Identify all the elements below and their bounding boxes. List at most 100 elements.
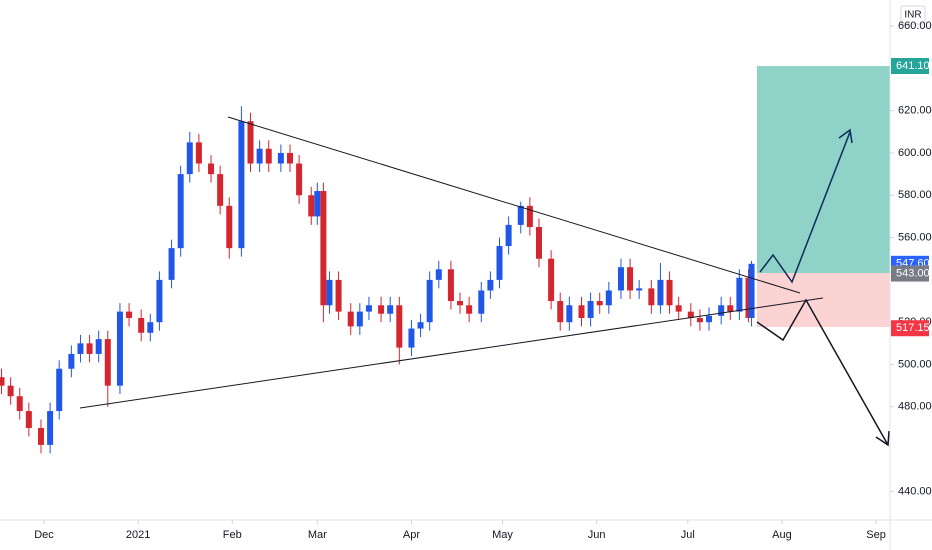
x-tick-label: Aug bbox=[772, 529, 792, 541]
y-tick-label: 660.00 bbox=[898, 20, 932, 32]
candle-body bbox=[56, 368, 63, 412]
candle-body bbox=[736, 277, 743, 312]
x-tick-label: May bbox=[492, 529, 513, 541]
bear-arrow bbox=[756, 298, 889, 446]
candle-body bbox=[138, 317, 145, 333]
y-tick-label: 440.00 bbox=[898, 485, 932, 497]
candle-body bbox=[745, 277, 752, 318]
candle-body bbox=[365, 305, 372, 312]
y-tick-label: 620.00 bbox=[898, 105, 932, 117]
candle-body bbox=[326, 279, 333, 306]
candle-body bbox=[548, 258, 555, 302]
candle-body bbox=[247, 121, 254, 164]
candle-body bbox=[417, 322, 424, 329]
candle-body bbox=[314, 191, 321, 217]
candle-body bbox=[496, 246, 503, 280]
candle-body bbox=[478, 290, 485, 314]
candle-body bbox=[505, 224, 512, 247]
candle-body bbox=[126, 311, 133, 318]
x-tick-label: Feb bbox=[223, 529, 242, 541]
lower-trendline bbox=[79, 297, 824, 409]
candle-body bbox=[217, 174, 224, 206]
bear-arrowhead bbox=[875, 430, 890, 447]
candle-body bbox=[696, 317, 703, 323]
candle-body bbox=[487, 279, 494, 291]
stop-zone bbox=[757, 273, 890, 327]
price-label-box bbox=[891, 320, 929, 337]
candle-body bbox=[636, 288, 643, 291]
x-tick-label: Dec bbox=[34, 529, 54, 541]
candle-body bbox=[68, 353, 75, 369]
candle-body bbox=[457, 301, 464, 306]
candle-body bbox=[37, 427, 44, 445]
bull-arrow bbox=[759, 131, 851, 284]
candle-body bbox=[347, 311, 354, 327]
candle-body bbox=[378, 305, 385, 314]
candle-body bbox=[277, 152, 284, 164]
currency-box bbox=[900, 5, 926, 25]
candle-body bbox=[605, 290, 612, 306]
candle-body bbox=[47, 411, 54, 445]
bull-arrowhead bbox=[838, 128, 853, 144]
candle-body bbox=[748, 263, 755, 318]
target-zone bbox=[757, 66, 890, 273]
candle-body bbox=[657, 279, 664, 306]
candle-body bbox=[535, 226, 542, 259]
candle-body bbox=[687, 311, 694, 318]
candle-body bbox=[578, 305, 585, 318]
y-tick-label: 500.00 bbox=[898, 358, 932, 370]
x-tick-label: Apr bbox=[403, 529, 420, 541]
candle-body bbox=[727, 305, 734, 312]
candle-body bbox=[0, 377, 5, 386]
candle-body bbox=[426, 279, 433, 323]
candle-body bbox=[706, 315, 713, 323]
price-label-box bbox=[891, 265, 929, 282]
candles bbox=[0, 106, 755, 454]
price-label-box bbox=[891, 58, 929, 75]
y-tick-label: 580.00 bbox=[898, 189, 932, 201]
x-tick-label: Jun bbox=[588, 529, 606, 541]
candle-body bbox=[156, 279, 163, 323]
candle-body bbox=[557, 301, 564, 323]
candle-body bbox=[396, 305, 403, 348]
candle-body bbox=[718, 305, 725, 316]
candle-body bbox=[526, 205, 533, 227]
candle-body bbox=[195, 142, 202, 164]
candle-body bbox=[517, 205, 524, 225]
price-label: 517.15 bbox=[896, 322, 930, 334]
candle-body bbox=[675, 305, 682, 312]
price-label: 543.00 bbox=[896, 267, 930, 279]
upper-trendline bbox=[227, 116, 801, 294]
candle-body bbox=[335, 279, 342, 312]
candle-body bbox=[587, 301, 594, 318]
candle-body bbox=[256, 148, 263, 164]
currency: INR bbox=[904, 10, 921, 21]
candle-body bbox=[596, 301, 603, 306]
candle-body bbox=[226, 205, 233, 249]
candle-body bbox=[387, 305, 394, 314]
candle-body bbox=[566, 305, 573, 323]
candle-body bbox=[168, 248, 175, 280]
y-tick-label: 600.00 bbox=[898, 147, 932, 159]
candle-body bbox=[286, 152, 293, 164]
candle-body bbox=[147, 322, 154, 333]
candle-body bbox=[208, 163, 215, 175]
candle-body bbox=[435, 269, 442, 280]
candle-body bbox=[466, 305, 473, 314]
candle-body bbox=[177, 174, 184, 249]
y-tick-label: 560.00 bbox=[898, 231, 932, 243]
candle-body bbox=[186, 142, 193, 175]
price-label: 641.10 bbox=[896, 60, 930, 72]
candle-body bbox=[627, 267, 634, 291]
candle-body bbox=[86, 343, 93, 354]
candle-body bbox=[16, 396, 23, 412]
y-tick-label: 480.00 bbox=[898, 401, 932, 413]
candle-body bbox=[95, 339, 102, 354]
candle-body bbox=[408, 328, 415, 348]
candle-body bbox=[116, 311, 123, 386]
candle-body bbox=[7, 385, 14, 397]
candle-body bbox=[296, 163, 303, 196]
candle-body bbox=[320, 191, 327, 306]
x-tick-label: Mar bbox=[308, 529, 327, 541]
